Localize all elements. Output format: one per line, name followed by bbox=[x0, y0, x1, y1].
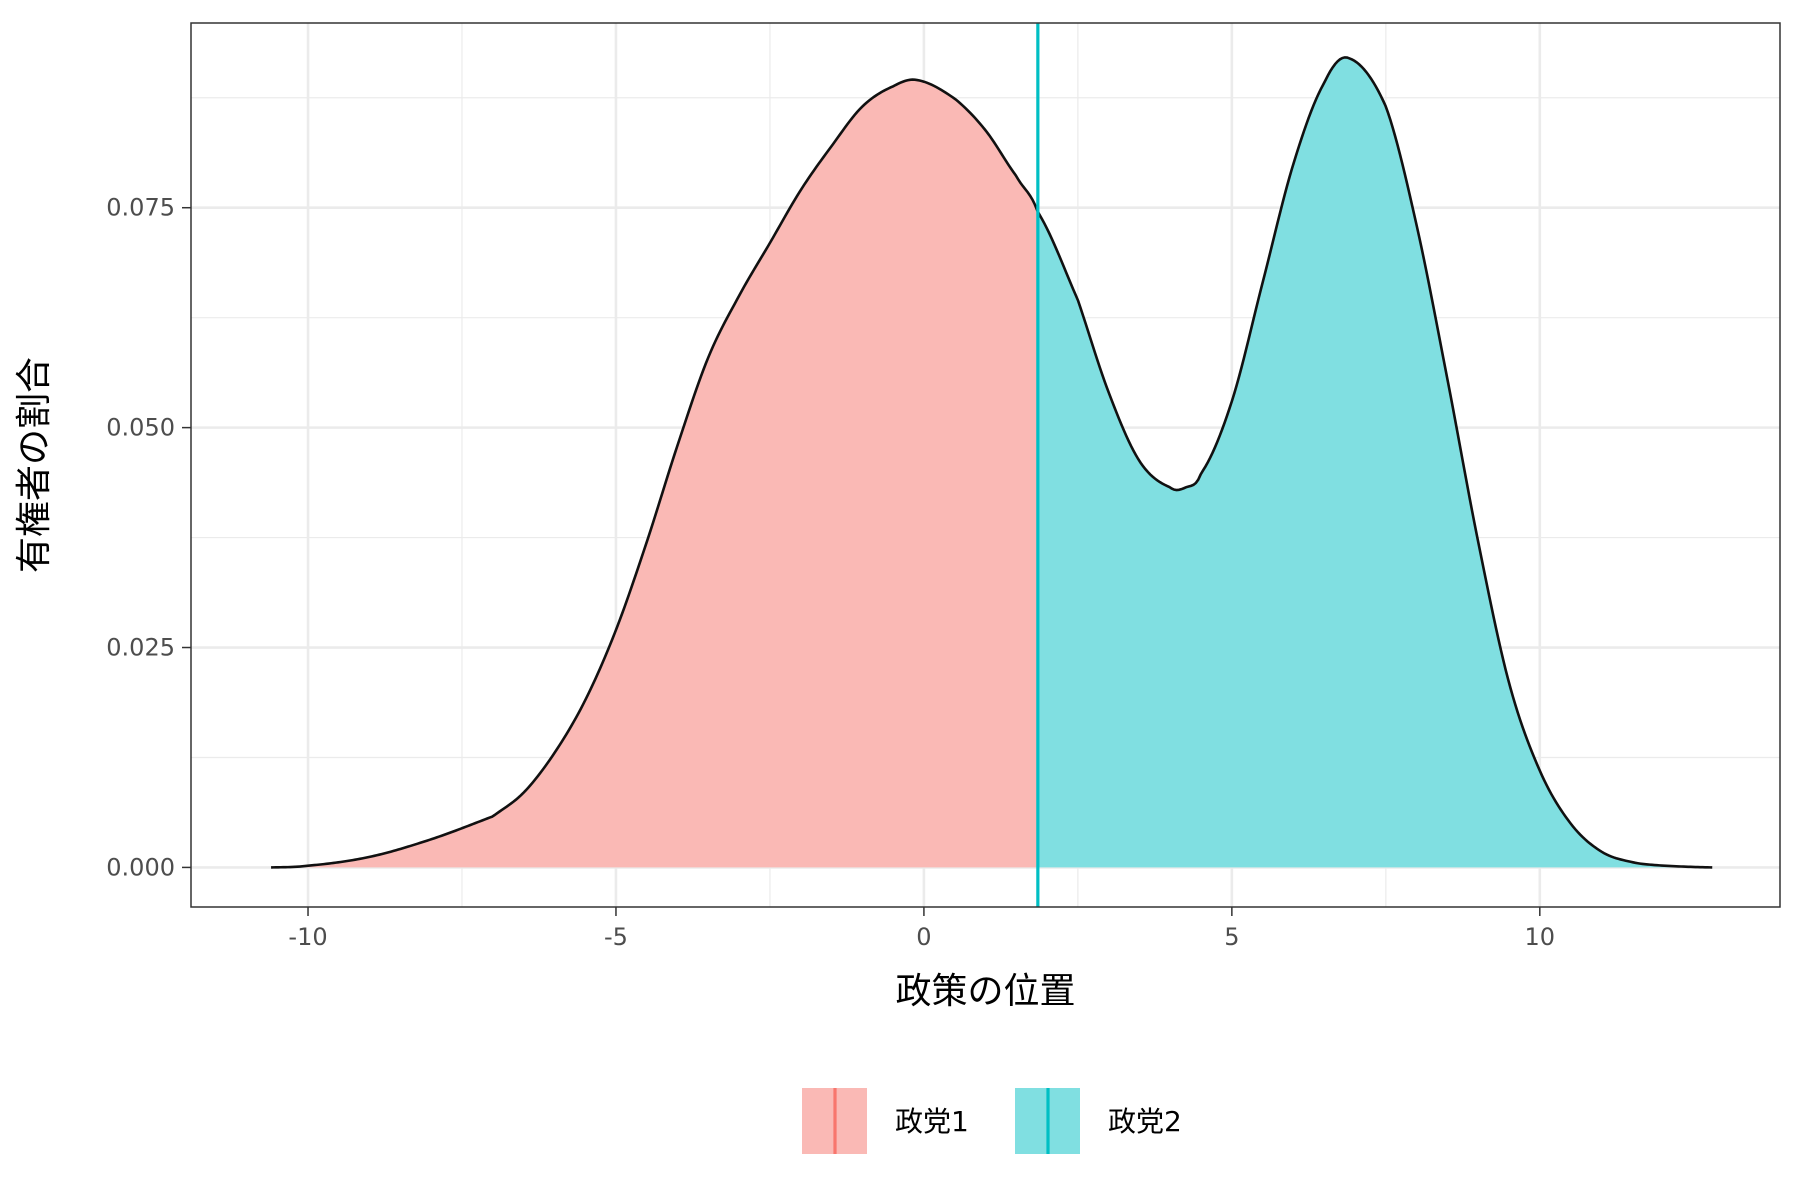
x-tick-label: 5 bbox=[1224, 923, 1239, 951]
x-axis-title: 政策の位置 bbox=[895, 971, 1075, 1012]
legend-label: 政党2 bbox=[1108, 1105, 1182, 1138]
legend-label: 政党1 bbox=[895, 1105, 969, 1138]
density-area-series-2 bbox=[1037, 57, 1713, 868]
density-areas bbox=[271, 57, 1713, 868]
x-tick-label: -10 bbox=[288, 923, 327, 951]
y-tick-label: 0.025 bbox=[106, 634, 175, 662]
x-tick-label: 0 bbox=[916, 923, 931, 951]
x-tick-label: 10 bbox=[1525, 923, 1556, 951]
density-curve-layer bbox=[271, 56, 1713, 869]
y-axis: 0.000 0.025 0.050 0.075 bbox=[106, 194, 191, 881]
plot-border bbox=[190, 22, 1781, 908]
y-tick-label: 0.000 bbox=[106, 853, 175, 881]
legend-item-series-1: 政党1 bbox=[802, 1088, 969, 1154]
y-axis-title: 有権者の割合 bbox=[14, 357, 55, 573]
x-tick-label: -5 bbox=[604, 923, 628, 951]
x-axis: -10 -5 0 5 10 bbox=[288, 907, 1555, 951]
y-tick-label: 0.075 bbox=[106, 194, 175, 222]
y-tick-label: 0.050 bbox=[106, 414, 175, 442]
legend-item-series-2: 政党2 bbox=[1015, 1088, 1182, 1154]
legend: 政党1 政党2 bbox=[802, 1088, 1182, 1154]
density-area-series-1 bbox=[271, 79, 1038, 868]
density-curve bbox=[271, 56, 1713, 869]
